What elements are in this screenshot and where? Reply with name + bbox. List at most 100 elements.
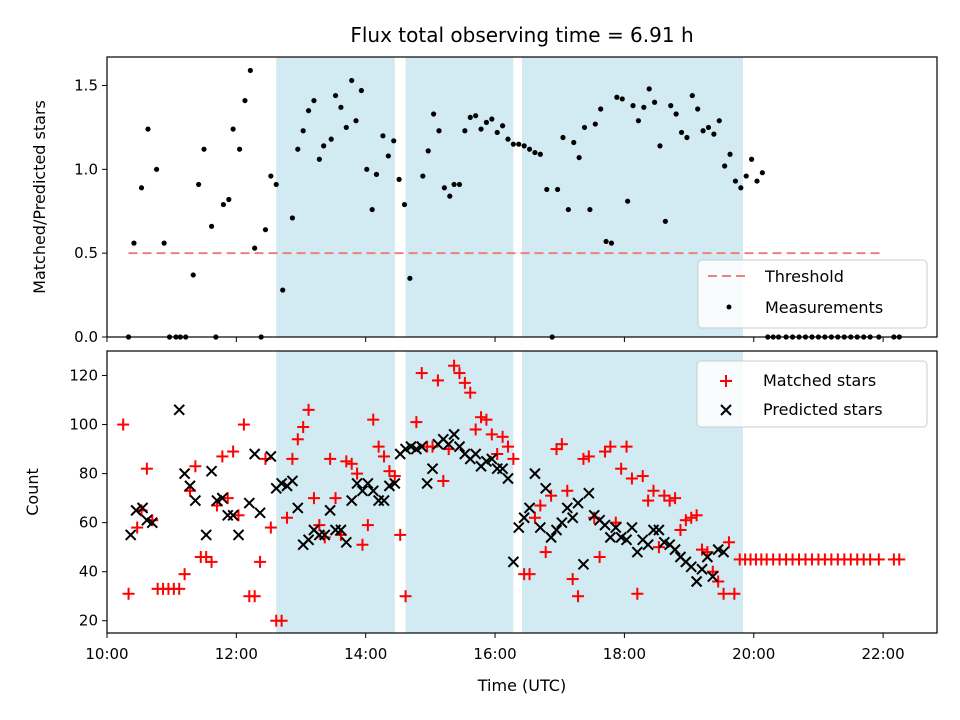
matched-stars-point (652, 541, 665, 554)
measurement-point (380, 133, 386, 139)
matched-stars-point (712, 575, 725, 588)
measurement-point (236, 146, 243, 152)
matched-stars-point (291, 433, 304, 446)
measurement-point (581, 124, 588, 131)
bottom-y-tick-label: 60 (79, 514, 98, 532)
predicted-stars-point (335, 524, 347, 536)
measurement-point (289, 215, 296, 221)
bottom-legend-box (696, 360, 928, 428)
measurement-point (576, 154, 582, 161)
matched-stars-point (329, 492, 342, 505)
matched-stars-point (496, 430, 509, 443)
measurement-point (641, 104, 647, 110)
matched-stars-point (140, 462, 153, 475)
measurement-point (625, 198, 631, 204)
measurement-point (407, 275, 413, 281)
measurement-point (300, 128, 306, 134)
predicted-stars-point (507, 556, 520, 568)
predicted-stars-point (690, 575, 703, 588)
measurement-point (321, 143, 327, 149)
legend-predicted-swatch (720, 404, 732, 416)
measurement-point (560, 134, 566, 141)
top-axes-frame (106, 56, 938, 338)
matched-stars-point (173, 582, 186, 595)
x-axis-label: Time (UTC) (477, 676, 566, 695)
measurement-point (369, 206, 375, 213)
predicted-stars-point (173, 404, 185, 416)
measurement-point (554, 186, 561, 193)
predicted-stars-point (653, 524, 665, 536)
matched-stars-point (636, 470, 649, 483)
top-y-tick-label: 0.5 (74, 244, 98, 262)
predicted-stars-point (232, 529, 245, 541)
predicted-stars-point (227, 509, 239, 522)
matched-stars-point (480, 413, 493, 426)
matched-stars-point (555, 438, 568, 451)
measurement-point (385, 153, 391, 159)
predicted-stars-point (513, 521, 525, 534)
matched-stars-point (604, 440, 617, 453)
matched-stars-point (501, 440, 514, 453)
measurement-point (532, 149, 538, 156)
measurement-point (343, 124, 349, 131)
predicted-stars-point (642, 539, 654, 551)
measurement-point (526, 146, 533, 152)
predicted-stars-point (566, 512, 579, 524)
predicted-stars-point (631, 546, 644, 558)
predicted-stars-point (545, 531, 557, 544)
measurement-point (425, 148, 431, 154)
matched-stars-point (545, 489, 558, 502)
matched-stars-point (345, 457, 358, 470)
predicted-stars-point (577, 558, 590, 571)
measurement-point (420, 173, 426, 179)
matched-stars-point (205, 555, 218, 568)
matched-stars-point (464, 386, 477, 399)
predicted-stars-point (286, 475, 299, 487)
measurement-point (592, 121, 598, 127)
predicted-stars-point (707, 570, 719, 583)
matched-stars-point (453, 367, 466, 380)
measurement-point (462, 128, 468, 134)
bottom-legend: Matched stars Predicted stars (696, 360, 928, 428)
predicted-stars-point (717, 546, 730, 558)
measurement-point (332, 92, 339, 99)
predicted-stars-point (550, 524, 563, 536)
measurement-point (537, 151, 543, 157)
matched-stars-point (178, 568, 191, 581)
measurement-point (743, 173, 749, 179)
predicted-stars-point (426, 462, 439, 475)
measurement-point (646, 86, 652, 92)
predicted-stars-point (496, 462, 509, 475)
predicted-stars-point (696, 563, 708, 575)
measurement-point (727, 151, 733, 157)
predicted-stars-point (604, 531, 617, 544)
predicted-stars-point (469, 448, 482, 460)
measurement-point (436, 128, 442, 134)
matched-stars-point (893, 553, 906, 566)
measurement-point (273, 181, 279, 188)
predicted-stars-point (254, 507, 266, 519)
predicted-stars-point (502, 472, 514, 485)
matched-stars-point (415, 367, 428, 380)
measurement-point (230, 126, 236, 132)
matched-stars-point (528, 511, 541, 524)
matched-stars-point (227, 445, 240, 458)
measurement-point (619, 96, 625, 102)
matched-stars-point (189, 460, 202, 473)
top-legend-box (697, 259, 928, 329)
measurement-point (431, 111, 437, 117)
predicted-stars-point (453, 440, 466, 453)
measurement-point (684, 134, 690, 141)
top-y-axis-label: Matched/Predicted stars (30, 100, 49, 294)
x-tick-label: 18:00 (603, 645, 646, 663)
predicted-stars-point (540, 482, 552, 495)
bottom-y-tick-label: 40 (79, 563, 98, 581)
bottom-axes-frame (106, 350, 938, 634)
predicted-stars-point (351, 477, 363, 490)
x-tick-label: 14:00 (344, 645, 387, 663)
top-legend: Threshold Measurements (697, 259, 928, 329)
predicted-stars-point (302, 534, 315, 546)
measurement-point (131, 240, 137, 246)
predicted-stars-point (518, 512, 530, 524)
bottom-observing-window-2 (405, 351, 514, 633)
